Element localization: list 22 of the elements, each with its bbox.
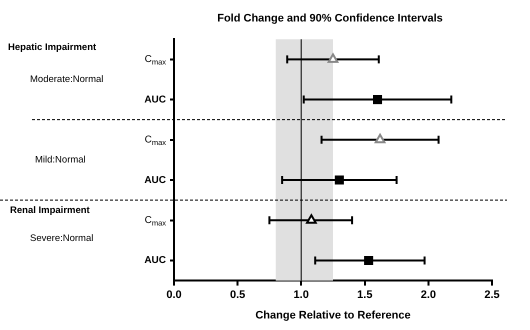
point	[306, 214, 317, 224]
text: Severe:Normal	[30, 232, 94, 244]
point	[328, 53, 338, 63]
x-tick-label: 2.5	[484, 289, 500, 302]
x-tick-label: 0.0	[166, 289, 182, 302]
x-axis-title: Change Relative to Reference	[255, 309, 411, 322]
text: Mild:Normal	[35, 154, 86, 166]
x-tick-label: 1.5	[357, 289, 372, 302]
text: Hepatic Impairment	[8, 42, 97, 53]
y-tick-label: AUC	[144, 255, 166, 266]
x-tick-label: 2.0	[420, 289, 436, 302]
x-tick-label: 1.0	[294, 289, 309, 302]
y-tick-label: AUC	[144, 174, 166, 186]
text: Moderate:Normal	[30, 74, 104, 86]
point	[364, 256, 374, 266]
chart-title: Fold Change and 90% Confidence Intervals	[217, 12, 443, 25]
text: Renal Impairment	[10, 204, 91, 216]
point	[374, 134, 386, 144]
point	[334, 175, 344, 185]
x-tick-label: 0.5	[230, 289, 246, 302]
point	[372, 95, 382, 104]
y-tick-label: AUC	[144, 94, 166, 106]
